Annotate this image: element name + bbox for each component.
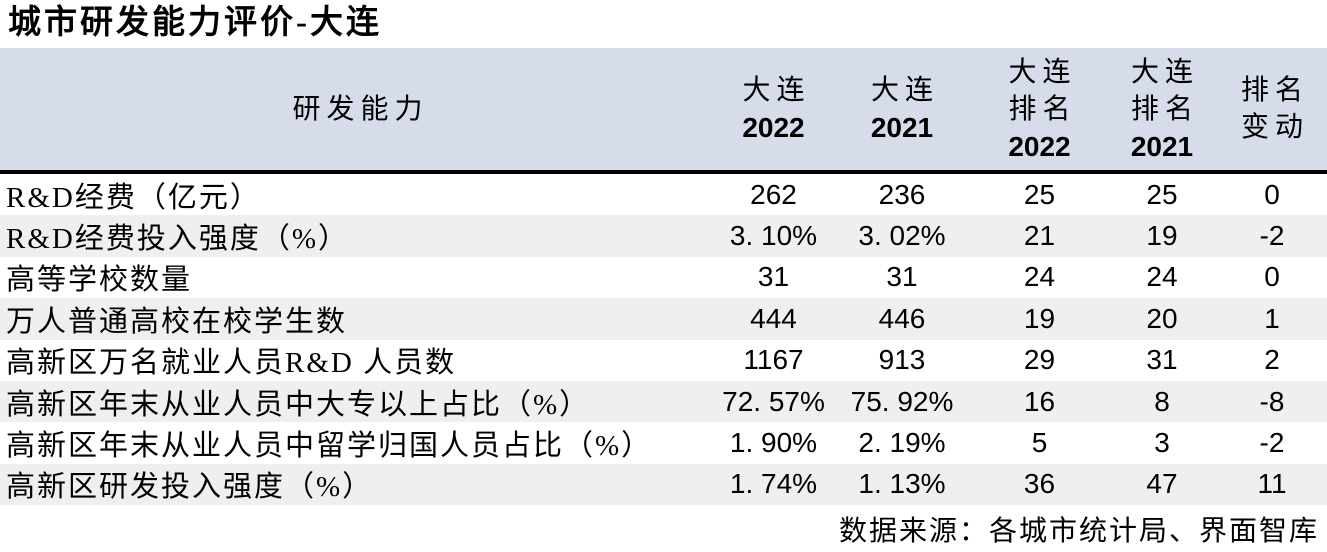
cell-rank-2022: 21 (1023, 220, 1056, 252)
cell-dalian-2022: 1. 90% (729, 427, 818, 459)
cell-dalian-2022: 72. 57% (722, 385, 825, 417)
cell-rank-change: -8 (1259, 385, 1285, 417)
cell-dalian-2021: 236 (878, 178, 926, 210)
header-rank-2021: 大连 排名 2021 (1107, 48, 1217, 170)
table-row: 高新区万名就业人员R&D 人员数 1167 913 29 31 2 (0, 340, 1327, 381)
header-year: 2021 (870, 112, 934, 143)
cell-dalian-2022: 3. 10% (729, 220, 818, 252)
cell-label: 高新区年末从业人员中大专以上占比（%） (6, 388, 591, 421)
cell-rank-change: 2 (1264, 344, 1280, 376)
cell-rank-2021: 20 (1146, 302, 1178, 334)
cell-dalian-2022: 444 (750, 302, 797, 334)
cell-rank-2021: 25 (1146, 178, 1178, 210)
page-title: 城市研发能力评价-大连 (8, 5, 382, 41)
cell-dalian-2021: 913 (878, 344, 926, 376)
cell-label: 高新区研发投入强度（%） (6, 471, 374, 504)
header-line: 大连 (1008, 56, 1077, 88)
table-row: R&D经费投入强度（%） 3. 10% 3. 02% 21 19 -2 (0, 215, 1327, 257)
header-rank-2022: 大连 排名 2022 (972, 48, 1107, 170)
cell-rank-change: 11 (1257, 468, 1287, 500)
cell-rank-change: 0 (1264, 178, 1280, 210)
header-line: 大连 (742, 75, 811, 106)
cell-label: 高等学校数量 (6, 264, 193, 297)
cell-dalian-2022: 262 (750, 178, 797, 210)
cell-dalian-2022: 1. 74% (729, 468, 818, 500)
header-dalian-2021: 大连 2021 (832, 48, 972, 170)
cell-dalian-2021: 446 (878, 302, 926, 334)
header-year: 2022 (1008, 130, 1071, 162)
cell-rank-2021: 3 (1154, 427, 1170, 459)
cell-rank-2021: 31 (1146, 344, 1178, 376)
cell-label: R&D经费投入强度（%） (6, 223, 350, 256)
cell-rank-2022: 19 (1023, 302, 1056, 334)
header-line: 变动 (1240, 112, 1309, 143)
header-dalian-2022: 大连 2022 (715, 48, 832, 170)
rd-capability-table: 研发能力 大连 2022 大连 2021 大连 排名 2022 大连 排名 20… (0, 48, 1327, 506)
header-capability: 研发能力 (292, 93, 429, 125)
header-line: 排名 (1130, 93, 1199, 125)
cell-dalian-2022: 1167 (743, 344, 804, 376)
cell-label: 高新区万名就业人员R&D 人员数 (6, 347, 457, 380)
cell-rank-change: 0 (1264, 261, 1280, 293)
cell-rank-2021: 19 (1146, 220, 1178, 252)
header-line: 排名 (1240, 75, 1309, 106)
cell-rank-change: -2 (1259, 427, 1285, 459)
cell-label: R&D经费（亿元） (6, 181, 261, 214)
header-year: 2021 (1130, 130, 1194, 162)
cell-rank-2021: 47 (1146, 468, 1178, 500)
header-line: 排名 (1008, 93, 1077, 125)
cell-rank-2022: 25 (1023, 178, 1056, 210)
cell-label: 高新区年末从业人员中留学归国人员占比（%） (6, 430, 653, 463)
cell-rank-2022: 36 (1023, 468, 1056, 500)
table-row: 高等学校数量 31 31 24 24 0 (0, 257, 1327, 298)
header-line: 大连 (1130, 56, 1199, 88)
table-header-row: 研发能力 大连 2022 大连 2021 大连 排名 2022 大连 排名 20… (0, 48, 1327, 174)
cell-rank-2021: 8 (1154, 385, 1170, 417)
cell-rank-2022: 16 (1023, 385, 1056, 417)
cell-rank-2022: 5 (1031, 427, 1048, 459)
table-row: 万人普通高校在校学生数 444 446 19 20 1 (0, 298, 1327, 340)
table-row: 高新区年末从业人员中留学归国人员占比（%） 1. 90% 2. 19% 5 3 … (0, 422, 1327, 463)
cell-rank-2022: 29 (1023, 344, 1056, 376)
cell-label: 万人普通高校在校学生数 (6, 305, 348, 338)
table-row: R&D经费（亿元） 262 236 25 25 0 (0, 174, 1327, 215)
cell-dalian-2021: 2. 19% (858, 427, 946, 459)
header-rank-change: 排名 变动 (1217, 48, 1327, 170)
header-year: 2022 (742, 112, 805, 143)
cell-rank-2021: 24 (1146, 261, 1178, 293)
table-row: 高新区研发投入强度（%） 1. 74% 1. 13% 36 47 11 (0, 463, 1327, 506)
cell-rank-2022: 24 (1023, 261, 1056, 293)
cell-dalian-2021: 75. 92% (850, 385, 954, 417)
table-body: R&D经费（亿元） 262 236 25 25 0 R&D经费投入强度（%） 3… (0, 174, 1327, 506)
table-row: 高新区年末从业人员中大专以上占比（%） 72. 57% 75. 92% 16 8… (0, 380, 1327, 423)
cell-rank-change: -2 (1259, 220, 1285, 252)
header-line: 大连 (870, 75, 939, 106)
cell-dalian-2021: 1. 13% (858, 468, 946, 500)
cell-rank-change: 1 (1264, 302, 1280, 334)
data-source: 数据来源：各城市统计局、界面智库 (838, 515, 1319, 547)
cell-dalian-2021: 31 (886, 261, 918, 293)
cell-dalian-2022: 31 (757, 261, 790, 293)
cell-dalian-2021: 3. 02% (858, 220, 946, 252)
